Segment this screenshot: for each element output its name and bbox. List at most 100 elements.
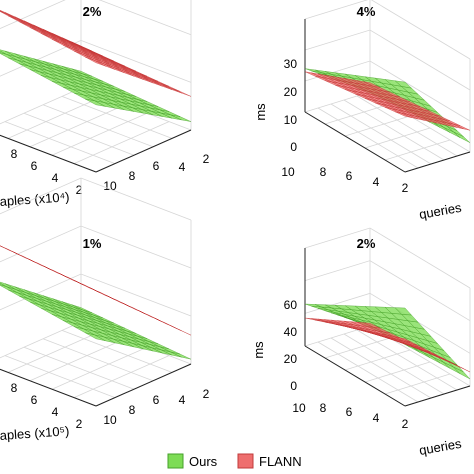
panel-4-y-tick: 4 (373, 411, 380, 425)
panel-1-ticks: 8 6 4 2 10 8 6 4 2 (11, 147, 210, 197)
panel-1-x-tick: 8 (11, 147, 18, 161)
legend: Ours FLANN (167, 453, 302, 469)
floor-gridline (51, 346, 148, 390)
surface-flann (304, 71, 471, 131)
floor-gridline (61, 96, 173, 139)
panel-3-surfaces (0, 245, 192, 360)
wall-gridline (0, 39, 192, 83)
panel-2-z-tick: 10 (284, 113, 298, 127)
panel-3: 1% 8 6 4 2 10 8 6 4 2 aples (x10⁵) (0, 177, 210, 443)
wall-gridline (304, 0, 471, 60)
panel-1-axes (0, 0, 192, 173)
panel-4-axes (304, 227, 471, 407)
floor-gridline (343, 99, 445, 161)
surface-ours (304, 303, 471, 380)
floor-gridline (42, 104, 154, 148)
panel-2-y-tick: 4 (373, 175, 380, 189)
floor-gridline (330, 103, 432, 165)
surface-flann-patch (71, 41, 93, 52)
panel-1-x-tick: 2 (76, 183, 83, 197)
floor-gridline (4, 121, 116, 164)
axis-line (0, 368, 97, 407)
floor-gridline (324, 337, 391, 359)
panel-1-x-tick: 6 (31, 159, 38, 173)
floor-gridline (23, 112, 135, 156)
floor-gridline (51, 112, 148, 156)
floor-gridline (23, 346, 135, 390)
surface-ours-patch (71, 68, 93, 77)
wall-gridline (304, 29, 471, 91)
legend-label-flann: FLANN (259, 454, 302, 469)
floor-gridline (317, 107, 419, 169)
floor-gridline (344, 115, 411, 137)
panel-4-z-tick: 60 (284, 298, 298, 312)
surface-ours-patch (0, 50, 7, 55)
floor-gridline (343, 333, 445, 395)
floor-gridline (42, 338, 154, 382)
panel-4-y-tick: 2 (402, 417, 409, 431)
wall-gridline (304, 260, 471, 322)
panel-3-x-axis-label: aples (x10⁵) (0, 423, 70, 443)
axis-line (404, 151, 471, 173)
panel-3-x-tick: 4 (52, 405, 59, 419)
panel-4-y-tick: 10 (292, 401, 306, 415)
panel-4-y-tick: 6 (346, 405, 353, 419)
panel-4-z-tick: 40 (284, 325, 298, 339)
panel-3-y-tick: 6 (153, 393, 160, 407)
panel-2-y-axis-label: queries (418, 200, 463, 222)
panel-2-surfaces (304, 68, 471, 143)
panel-4-ticks: 60 40 20 0 10 8 6 4 2 (284, 298, 409, 431)
legend-swatch-flann (237, 453, 254, 469)
surface-flann (304, 317, 471, 373)
surface-ours (0, 281, 192, 360)
panel-3-y-tick: 10 (103, 413, 117, 427)
floor-gridline (61, 330, 173, 373)
wall-gridline (0, 177, 192, 221)
floor-gridline (29, 104, 126, 148)
panel-3-y-tick: 4 (179, 393, 186, 407)
surface-ours-patch (71, 304, 93, 313)
panel-4-z-tick: 20 (284, 352, 298, 366)
floor-gridline (364, 127, 431, 149)
floor-gridline (384, 373, 451, 395)
panel-3-title: 1% (83, 236, 102, 251)
panel-1-y-tick: 4 (179, 160, 186, 174)
panel-4-y-axis-label: queries (418, 436, 463, 458)
panel-2-y-tick: 6 (346, 169, 353, 183)
floor-gridline (73, 355, 170, 398)
panel-1-y-tick: 10 (103, 179, 117, 193)
panel-1-y-tick: 2 (203, 152, 210, 166)
panel-1: 2% 8 6 4 2 10 8 6 4 2 aples (x10⁴) (0, 0, 210, 209)
legend-swatch-ours (167, 453, 184, 469)
panel-1-y-tick: 6 (153, 159, 160, 173)
surface-flann (0, 9, 192, 97)
panel-2-title: 4% (357, 4, 376, 19)
panel-3-y-tick: 2 (203, 387, 210, 401)
panel-2-z-tick: 0 (290, 140, 297, 154)
axis-line (0, 134, 97, 173)
panel-1-y-tick: 8 (129, 169, 136, 183)
surface-flann-patch (71, 278, 93, 289)
panel-3-axes (0, 177, 192, 407)
panel-1-surfaces (0, 9, 192, 122)
axis-line (95, 129, 192, 173)
panel-4-z-axis-label: ms (251, 341, 266, 359)
floor-gridline (4, 355, 116, 398)
panel-3-x-tick: 8 (11, 381, 18, 395)
panel-2-z-tick: 20 (284, 85, 298, 99)
panel-3-y-tick: 8 (129, 403, 136, 417)
surface-ours (0, 49, 192, 122)
legend-label-ours: Ours (189, 454, 218, 469)
surface-ours-patch (453, 131, 471, 143)
panel-1-x-axis-label: aples (x10⁴) (0, 189, 70, 209)
panel-3-ticks: 8 6 4 2 10 8 6 4 2 (11, 381, 210, 431)
floor-gridline (0, 87, 82, 125)
surface-flann-patch (363, 322, 381, 329)
panel-2-y-tick: 10 (281, 165, 295, 179)
panel-2-z-axis-label: ms (253, 103, 268, 121)
floor-gridline (364, 361, 431, 383)
floor-gridline (344, 349, 411, 371)
floor-gridline (29, 338, 126, 382)
floor-gridline (330, 337, 432, 399)
